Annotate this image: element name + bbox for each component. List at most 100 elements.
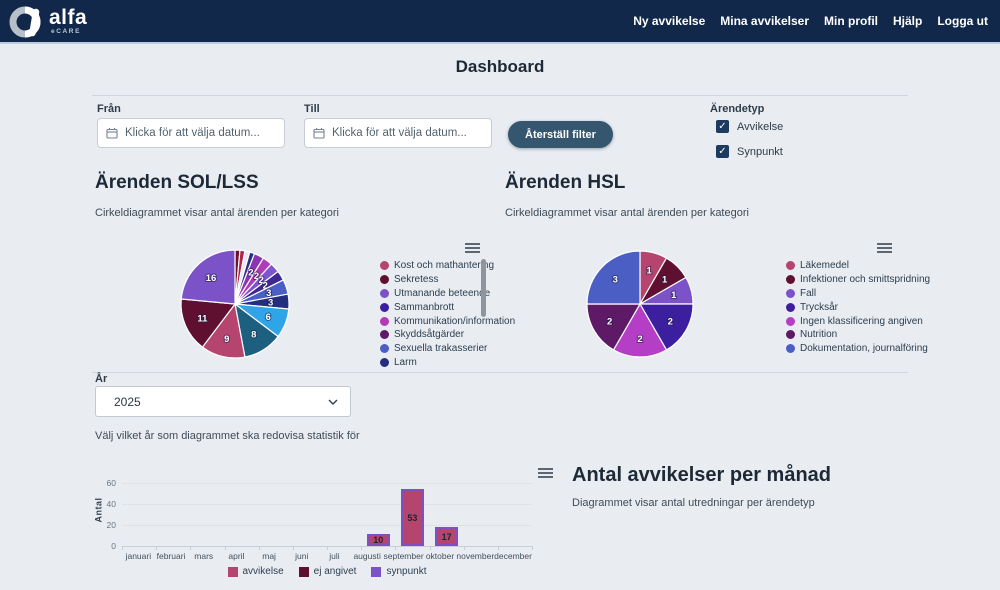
legend-color-dot [786, 275, 795, 285]
legend-color-dot [380, 357, 389, 367]
pie-slice [180, 249, 236, 305]
legend-label: ej angivet [313, 566, 357, 577]
legend-item-trycksår[interactable]: Trycksår [786, 300, 930, 314]
legend-item-sammanbrott[interactable]: Sammanbrott [380, 300, 515, 314]
page-title: Dashboard [455, 57, 545, 76]
legend-label: Utmanande beteende [394, 287, 491, 299]
hsl-legend: Läkemedel Infektioner och smittspridning F… [786, 259, 930, 369]
legend-item-kommunikation-information[interactable]: Kommunikation/information [380, 314, 515, 328]
month-label: oktober [425, 551, 455, 561]
pie-slice-value: 1 [646, 265, 652, 276]
nav-ny-avvikelse[interactable]: Ny avvikelse [633, 14, 706, 28]
month-label: november [456, 551, 495, 561]
checkbox-check-icon[interactable]: ✓ [716, 145, 729, 158]
pie-slice [638, 303, 694, 351]
checkbox-label: Synpunkt [737, 145, 783, 158]
year-helper-text: Välj vilket år som diagrammet ska redovi… [95, 430, 360, 442]
logo[interactable]: alfa eCARE [8, 3, 87, 39]
reset-filter-button[interactable]: Återställ filter [508, 121, 613, 148]
legend-color-box [371, 566, 382, 577]
legend-item-synpunkt[interactable]: synpunkt [371, 566, 426, 577]
sol-lss-legend: Kost och mathantering Sekretess Utmanande … [380, 259, 515, 369]
checkbox-synpunkt[interactable]: ✓ Synpunkt [716, 145, 783, 158]
legend-item-utmanande-beteende[interactable]: Utmanande beteende [380, 287, 515, 301]
nav-mina-avvikelser[interactable]: Mina avvikelser [720, 14, 809, 28]
legend-label: Infektioner och smittspridning [800, 274, 931, 286]
legend-item-ej-angivet[interactable]: ej angivet [298, 566, 357, 577]
legend-label: Kost och mathantering [394, 260, 495, 272]
year-select[interactable]: 2025 [95, 386, 351, 417]
sol-lss-title: Ärenden SOL/LSS [95, 172, 259, 193]
legend-item-avvikelse[interactable]: avvikelse [227, 566, 284, 577]
month-label: december [494, 551, 532, 561]
legend-item-sekretess[interactable]: Sekretess [380, 273, 515, 287]
legend-item-infektioner-och-smittspridning[interactable]: Infektioner och smittspridning [786, 273, 930, 287]
checkbox-check-icon[interactable]: ✓ [716, 120, 729, 133]
legend-item-larm[interactable]: Larm [380, 356, 515, 369]
legend-item-fall[interactable]: Fall [786, 287, 930, 301]
legend-label: Fall [800, 287, 817, 299]
sol-chart-menu-icon[interactable] [465, 243, 480, 255]
legend-item-ingen-klassificering-angiven[interactable]: Ingen klassificering angiven [786, 314, 930, 328]
pie-slice-value: 2 [254, 271, 259, 282]
checkbox-avvikelse[interactable]: ✓ Avvikelse [716, 120, 783, 133]
hsl-chart-menu-icon[interactable] [877, 243, 892, 255]
legend-scrollbar[interactable] [481, 259, 486, 317]
pie-slice-value: 2 [668, 317, 673, 328]
pie-slice-value: 6 [266, 312, 271, 323]
legend-item-nutrition[interactable]: Nutrition [786, 328, 930, 342]
month-label: september [383, 551, 424, 561]
legend-label: Sammanbrott [394, 301, 455, 313]
month-label: juli [329, 551, 340, 561]
pie-slice [180, 298, 237, 348]
legend-label: Kommunikation/information [394, 315, 516, 327]
sol-lss-subtitle: Cirkeldiagrammet visar antal ärenden per… [95, 207, 339, 219]
legend-color-box [227, 566, 238, 577]
pie-slice-value: 3 [268, 298, 273, 309]
bar-chart-menu-icon[interactable] [538, 468, 553, 480]
legend-color-dot [380, 302, 389, 312]
legend-label: Sexuella trakasserier [394, 343, 488, 355]
date-to-field[interactable] [304, 118, 492, 148]
case-type-label: Ärendetyp [710, 103, 765, 115]
gridline [122, 483, 532, 484]
month-label: februari [156, 551, 186, 561]
pie-slice [586, 303, 642, 351]
hsl-title: Ärenden HSL [505, 172, 626, 193]
bar-september: 53 [400, 489, 424, 546]
legend-label: avvikelse [242, 566, 284, 577]
legend-item-dokumentation-journalföring[interactable]: Dokumentation, journalföring [786, 342, 930, 356]
date-from-input[interactable] [125, 127, 276, 139]
legend-label: Skyddsåtgärder [394, 329, 465, 341]
legend-color-dot [380, 344, 389, 354]
bar-value-label: 10 [373, 535, 384, 545]
nav-min-profil[interactable]: Min profil [824, 14, 878, 28]
from-label: Från [97, 103, 121, 115]
legend-item-skyddsåtgärder[interactable]: Skyddsåtgärder [380, 328, 515, 342]
header: alfa eCARE Ny avvikelse Mina avvikelser Mi… [0, 0, 1000, 44]
legend-item-läkemedel[interactable]: Läkemedel [786, 259, 930, 273]
nav-hjalp[interactable]: Hjälp [893, 14, 923, 28]
bar-augusti: 10 [366, 534, 390, 546]
bar-chart-legend: avvikelse ej angivet synpunkt [122, 566, 532, 577]
hsl-subtitle: Cirkeldiagrammet visar antal ärenden per… [505, 207, 749, 219]
pie-slice-value: 11 [197, 314, 208, 325]
date-to-input[interactable] [332, 127, 483, 139]
x-axis-tick [395, 546, 397, 550]
nav-logga-ut[interactable]: Logga ut [937, 14, 988, 28]
pie-slice [586, 250, 641, 305]
month-label: januari [125, 551, 152, 561]
legend-item-sexuella-trakasserier[interactable]: Sexuella trakasserier [380, 342, 515, 356]
gridline [122, 504, 532, 505]
year-label: År [95, 373, 108, 385]
legend-color-box [298, 566, 309, 577]
legend-color-dot [380, 275, 389, 285]
legend-item-kost-och-mathantering[interactable]: Kost och mathantering [380, 259, 515, 273]
legend-color-dot [786, 261, 795, 271]
date-from-field[interactable] [97, 118, 285, 148]
calendar-icon [106, 128, 118, 139]
year-select-value: 2025 [114, 394, 141, 409]
gridline [122, 525, 532, 526]
